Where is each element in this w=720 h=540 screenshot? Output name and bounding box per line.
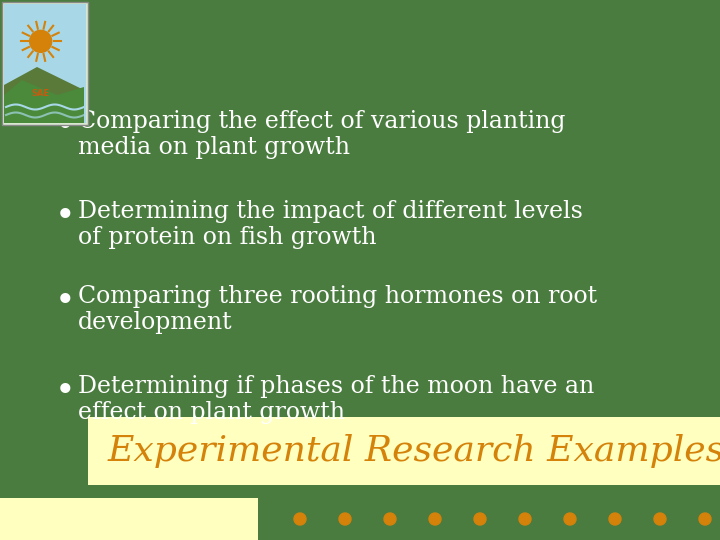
Text: Comparing the effect of various planting: Comparing the effect of various planting [78, 110, 565, 133]
Circle shape [564, 513, 576, 525]
FancyBboxPatch shape [0, 498, 258, 540]
Text: •: • [55, 375, 76, 409]
Circle shape [609, 513, 621, 525]
Circle shape [429, 513, 441, 525]
Circle shape [474, 513, 486, 525]
Circle shape [384, 513, 396, 525]
Text: Comparing three rooting hormones on root: Comparing three rooting hormones on root [78, 285, 597, 308]
Text: SAE: SAE [32, 89, 50, 98]
Circle shape [339, 513, 351, 525]
FancyBboxPatch shape [4, 4, 86, 123]
Circle shape [294, 513, 306, 525]
Text: •: • [55, 285, 76, 319]
Text: Experimental Research Examples: Experimental Research Examples [108, 434, 720, 468]
Text: effect on plant growth: effect on plant growth [78, 401, 345, 424]
FancyBboxPatch shape [2, 2, 88, 125]
Text: •: • [55, 200, 76, 234]
Circle shape [699, 513, 711, 525]
Text: media on plant growth: media on plant growth [78, 136, 350, 159]
Polygon shape [4, 80, 84, 123]
Text: of protein on fish growth: of protein on fish growth [78, 226, 377, 249]
Text: Determining the impact of different levels: Determining the impact of different leve… [78, 200, 583, 223]
Text: •: • [55, 110, 76, 144]
FancyBboxPatch shape [88, 417, 720, 485]
Text: development: development [78, 311, 233, 334]
Polygon shape [4, 67, 84, 123]
Text: Determining if phases of the moon have an: Determining if phases of the moon have a… [78, 375, 594, 398]
Circle shape [654, 513, 666, 525]
Circle shape [519, 513, 531, 525]
Circle shape [30, 30, 52, 52]
